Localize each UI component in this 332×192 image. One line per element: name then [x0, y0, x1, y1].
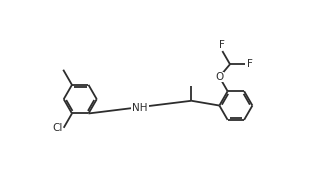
Text: F: F [219, 40, 225, 50]
Text: NH: NH [132, 103, 148, 113]
Text: Cl: Cl [52, 123, 63, 133]
Text: O: O [215, 72, 223, 82]
Text: F: F [246, 59, 252, 69]
